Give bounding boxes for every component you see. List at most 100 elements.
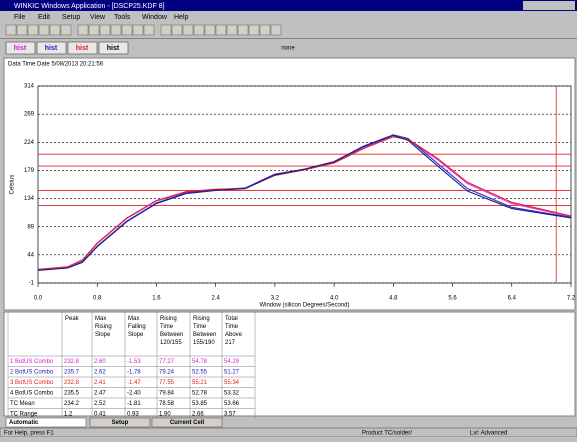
table-cell: 2.41 (94, 380, 106, 386)
y-tick-label: 314 (24, 84, 35, 90)
menu-item[interactable]: File (14, 14, 25, 21)
toolbar-button[interactable] (259, 24, 271, 36)
x-tick-label: 0.0 (34, 296, 43, 302)
table-cell: -2.40 (127, 390, 141, 396)
column-header: Max Falling Slope (128, 316, 146, 338)
toolbar-button[interactable] (5, 24, 17, 36)
toolbar-button[interactable] (226, 24, 238, 36)
toolbar-button[interactable] (204, 24, 216, 36)
setup-button[interactable] (89, 417, 151, 428)
toolbar-button[interactable] (77, 24, 89, 36)
tab[interactable] (67, 41, 98, 55)
column-header: Max Rising Slope (95, 316, 112, 338)
y-tick-label: 224 (24, 140, 35, 146)
toolbar-button[interactable] (27, 24, 39, 36)
table-cell: 232.8 (64, 359, 80, 365)
y-tick-label: -1 (29, 281, 35, 287)
toolbar-button[interactable] (38, 24, 50, 36)
toolbar-button[interactable] (193, 24, 205, 36)
table-cell: 235.7 (64, 369, 80, 375)
tab-caption: none (281, 46, 295, 52)
table-cell: 79.24 (159, 369, 175, 375)
table-cell: 2.66 (192, 411, 204, 417)
window-title: WINKIC Windows Application - [DSCP25.KDF… (14, 3, 165, 10)
x-axis-label: Window (silicon Degrees/Second) (259, 303, 349, 309)
table-cell: 0.93 (127, 411, 139, 417)
table-cell: 78.58 (159, 401, 175, 407)
x-tick-label: 3.2 (271, 296, 280, 302)
row-label: 1 BotUS Combo (10, 359, 54, 365)
toolbar-button[interactable] (237, 24, 249, 36)
mode-dropdown[interactable] (5, 417, 87, 428)
toolbar-button[interactable] (110, 24, 122, 36)
window-buttons[interactable] (523, 1, 575, 10)
column-header: Total Time Above 217 (225, 316, 243, 346)
toolbar-button[interactable] (270, 24, 282, 36)
menu-item[interactable]: Help (174, 14, 189, 21)
table-cell: -1.47 (127, 380, 141, 386)
table-cell: 2.62 (94, 369, 106, 375)
row-label: 2 BotUS Combo (10, 369, 54, 375)
x-tick-label: 2.4 (211, 296, 220, 302)
table-cell: 232.8 (64, 380, 80, 386)
table-cell: 1.2 (64, 411, 73, 417)
table-cell: 2.52 (94, 401, 106, 407)
table-cell: 53.85 (192, 401, 208, 407)
table-cell: 52.78 (192, 390, 208, 396)
y-tick-label: 269 (24, 112, 35, 118)
table-cell: 234.2 (64, 401, 80, 407)
status-text: Lvl: Advanced (470, 431, 507, 437)
table-cell: 52.55 (192, 369, 208, 375)
row-label: 3 BotUS Combo (10, 380, 54, 386)
current-cell-label: Current Cell (170, 420, 205, 426)
title-bar (0, 0, 577, 11)
toolbar-button[interactable] (143, 24, 155, 36)
status-text: Product TC/solder/ (362, 431, 412, 437)
toolbar-button[interactable] (60, 24, 72, 36)
table-cell: 235.5 (64, 390, 80, 396)
table-cell: 79.84 (159, 390, 175, 396)
x-tick-label: 0.8 (93, 296, 102, 302)
toolbar-button[interactable] (132, 24, 144, 36)
tab[interactable] (36, 41, 67, 55)
toolbar-button[interactable] (215, 24, 227, 36)
table-panel (3, 311, 576, 417)
table-cell: 0.41 (94, 411, 106, 417)
menu-item[interactable]: View (90, 14, 106, 21)
tab[interactable] (98, 41, 129, 55)
menu-item[interactable]: Setup (62, 14, 80, 21)
table-cell: -1.81 (127, 401, 141, 407)
tab-label: hist (107, 45, 120, 52)
table-cell: 77.27 (159, 359, 175, 365)
y-axis-label: Celsius (10, 175, 16, 195)
menu-item[interactable]: Edit (38, 14, 50, 21)
temperature-curve (37, 134, 572, 272)
menu-item[interactable]: Tools (114, 14, 131, 21)
temperature-curve (37, 136, 572, 270)
toolbar-button[interactable] (160, 24, 172, 36)
table-cell: -1.53 (127, 359, 141, 365)
current-cell-button[interactable] (151, 417, 223, 428)
toolbar-button[interactable] (99, 24, 111, 36)
tab[interactable] (5, 41, 36, 55)
toolbar-button[interactable] (121, 24, 133, 36)
menu-item[interactable]: Window (142, 14, 168, 21)
toolbar-button[interactable] (171, 24, 183, 36)
toolbar-button[interactable] (182, 24, 194, 36)
toolbar-button[interactable] (49, 24, 61, 36)
table-cell: 2.47 (94, 390, 106, 396)
chart-panel (3, 57, 576, 311)
y-tick-label: 179 (24, 168, 35, 174)
status-text: For Help, press F1 (4, 431, 54, 437)
toolbar-button[interactable] (16, 24, 28, 36)
tab-label: hist (14, 45, 27, 52)
table-cell: 53.32 (224, 390, 240, 396)
table-cell: 2.60 (94, 359, 106, 365)
table-cell: 54.78 (192, 359, 208, 365)
table-cell: 1.90 (159, 411, 171, 417)
toolbar-button[interactable] (88, 24, 100, 36)
toolbar-button[interactable] (248, 24, 260, 36)
y-tick-label: 134 (24, 196, 35, 202)
